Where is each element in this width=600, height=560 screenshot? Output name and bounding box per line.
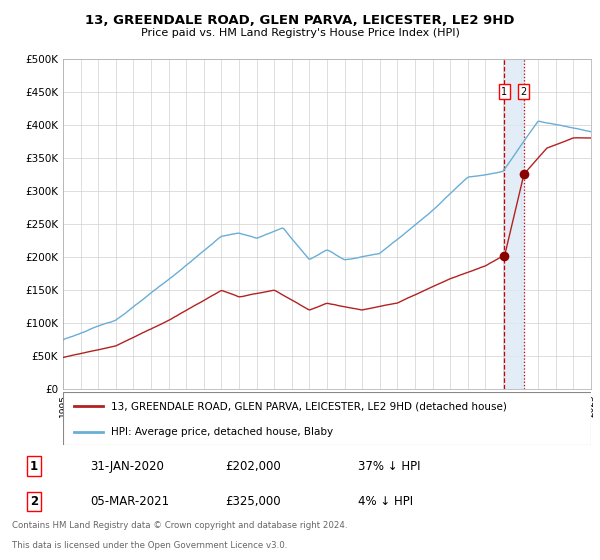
Text: 37% ↓ HPI: 37% ↓ HPI bbox=[358, 460, 420, 473]
Text: This data is licensed under the Open Government Licence v3.0.: This data is licensed under the Open Gov… bbox=[12, 541, 287, 550]
Text: HPI: Average price, detached house, Blaby: HPI: Average price, detached house, Blab… bbox=[110, 427, 332, 437]
Text: 1: 1 bbox=[30, 460, 38, 473]
Text: 4% ↓ HPI: 4% ↓ HPI bbox=[358, 495, 413, 508]
Text: 2: 2 bbox=[520, 87, 527, 97]
Text: 2: 2 bbox=[30, 495, 38, 508]
Text: 31-JAN-2020: 31-JAN-2020 bbox=[90, 460, 164, 473]
Text: 13, GREENDALE ROAD, GLEN PARVA, LEICESTER, LE2 9HD (detached house): 13, GREENDALE ROAD, GLEN PARVA, LEICESTE… bbox=[110, 402, 506, 412]
Text: £325,000: £325,000 bbox=[225, 495, 281, 508]
Text: 05-MAR-2021: 05-MAR-2021 bbox=[90, 495, 169, 508]
Text: 13, GREENDALE ROAD, GLEN PARVA, LEICESTER, LE2 9HD: 13, GREENDALE ROAD, GLEN PARVA, LEICESTE… bbox=[85, 14, 515, 27]
Bar bbox=[505, 59, 524, 389]
Text: 1: 1 bbox=[502, 87, 508, 97]
Text: Price paid vs. HM Land Registry's House Price Index (HPI): Price paid vs. HM Land Registry's House … bbox=[140, 28, 460, 38]
Text: Contains HM Land Registry data © Crown copyright and database right 2024.: Contains HM Land Registry data © Crown c… bbox=[12, 521, 347, 530]
Text: £202,000: £202,000 bbox=[225, 460, 281, 473]
